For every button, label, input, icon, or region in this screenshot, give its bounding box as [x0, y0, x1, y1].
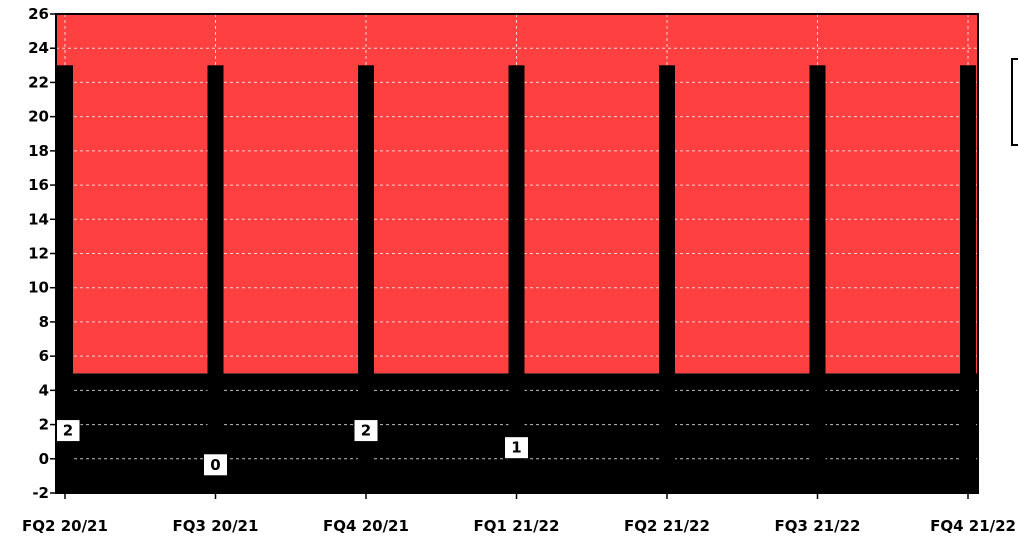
bars: [57, 65, 976, 494]
bar: [207, 65, 224, 494]
data-label: 0: [210, 456, 220, 474]
y-tick-label: 14: [28, 210, 49, 228]
bar: [659, 65, 675, 494]
y-tick-label: 6: [39, 347, 49, 365]
bar: [57, 65, 73, 494]
y-tick-label: 12: [28, 245, 49, 263]
data-label: 1: [511, 439, 521, 457]
bar: [508, 65, 525, 494]
bar: [358, 65, 374, 494]
y-tick-label: 20: [28, 108, 49, 126]
y-tick-label: 26: [28, 5, 49, 23]
y-tick-label: 4: [39, 381, 49, 399]
x-tick-label: FQ4 21/22: [930, 517, 1016, 535]
data-label: 2: [63, 422, 73, 440]
x-tick-label: FQ3 21/22: [775, 517, 861, 535]
y-tick-label: 2: [39, 416, 49, 434]
y-tick-label: -2: [32, 484, 49, 502]
y-tick-label: 0: [39, 450, 49, 468]
data-label-box: [203, 453, 228, 477]
y-tick-label: 8: [39, 313, 49, 331]
data-label-box: [353, 419, 379, 443]
x-tick-label: FQ2 20/21: [22, 517, 108, 535]
x-tick-label: FQ3 20/21: [173, 517, 259, 535]
legend-box: [1011, 58, 1018, 146]
y-tick-label: 22: [28, 73, 49, 91]
y-tick-label: 18: [28, 142, 49, 160]
y-tick-label: 16: [28, 176, 49, 194]
bar: [809, 65, 826, 494]
y-tick-label: 10: [28, 279, 49, 297]
x-tick-label: FQ4 20/21: [323, 517, 409, 535]
x-tick-label: FQ1 21/22: [474, 517, 560, 535]
data-label: 2: [361, 422, 371, 440]
data-label-box: [504, 436, 529, 460]
bar: [960, 65, 976, 494]
y-tick-label: 24: [28, 39, 49, 57]
x-tick-label: FQ2 21/22: [624, 517, 710, 535]
